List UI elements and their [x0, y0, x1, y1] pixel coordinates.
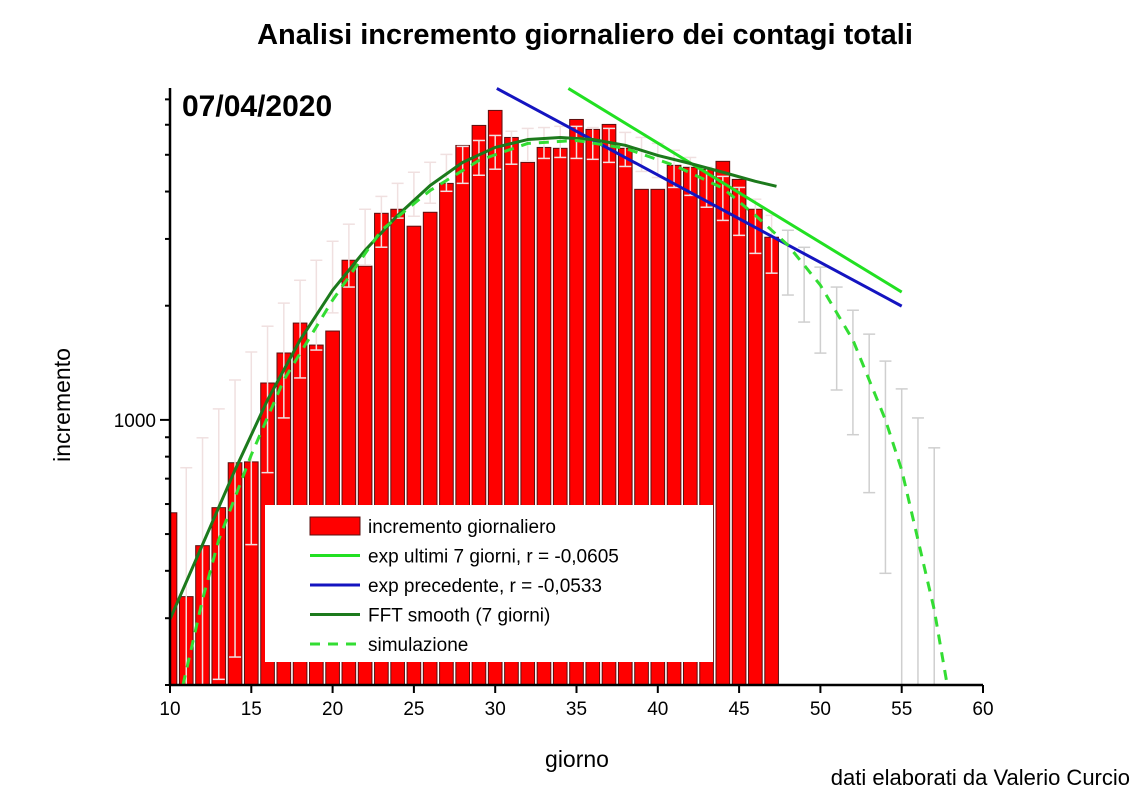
error-bar	[180, 466, 193, 685]
x-tick-label: 35	[566, 699, 587, 720]
error-bar	[814, 266, 827, 354]
axes: 10 15 20 25 30 35 40 45 50 55 60 1000	[114, 88, 994, 720]
x-tick-label: 45	[729, 699, 750, 720]
error-bar	[798, 246, 811, 323]
series-lines	[170, 87, 949, 685]
error-bar	[456, 145, 469, 185]
chart-title: Analisi incremento giornaliero dei conta…	[257, 19, 913, 51]
y-axis-label: incremento	[49, 348, 75, 462]
x-tick-label: 50	[810, 699, 831, 720]
x-tick-label: 20	[322, 699, 343, 720]
date-label: 07/04/2020	[182, 90, 332, 123]
bar	[731, 178, 747, 685]
error-bar	[229, 379, 242, 658]
x-tick-label: 30	[485, 699, 506, 720]
error-bar	[733, 186, 746, 237]
error-bar	[196, 437, 209, 685]
error-bar	[781, 229, 794, 296]
legend-label: simulazione	[368, 635, 468, 656]
error-bars	[781, 229, 941, 685]
series-line	[496, 87, 903, 308]
error-bar	[879, 360, 892, 575]
series-line	[567, 87, 903, 294]
x-tick-label: 15	[241, 699, 262, 720]
error-bar	[489, 134, 502, 170]
error-bar	[603, 127, 616, 164]
x-tick-label: 25	[403, 699, 424, 720]
x-axis-label: giorno	[545, 746, 609, 772]
x-tick-label: 55	[891, 699, 912, 720]
legend-label: exp precedente, r = -0,0533	[368, 576, 602, 597]
x-tick-label: 60	[972, 699, 993, 720]
series-line	[170, 135, 777, 620]
error-bar	[407, 171, 420, 217]
bar	[748, 208, 763, 685]
error-bar	[472, 139, 485, 176]
x-tick-label: 10	[159, 699, 180, 720]
error-bar	[310, 259, 323, 351]
error-bar	[619, 131, 632, 168]
credit-text: dati elaborati da Valerio Curcio	[831, 765, 1130, 790]
error-bar	[846, 309, 859, 436]
y-tick-label: 1000	[114, 411, 156, 432]
legend-label: FFT smooth (7 giorni)	[368, 606, 550, 627]
legend-label: incremento giornaliero	[368, 517, 556, 538]
error-bar	[342, 223, 355, 288]
legend-swatch-bar	[309, 516, 361, 536]
error-bar	[375, 195, 388, 248]
bar	[715, 160, 731, 685]
error-bar	[245, 351, 258, 546]
error-bar	[928, 447, 941, 685]
error-bar	[911, 417, 924, 685]
error-bar	[863, 333, 876, 494]
series-line	[181, 138, 949, 685]
legend: incremento giornaliero exp ultimi 7 giorn…	[265, 505, 713, 662]
error-bar	[895, 388, 908, 685]
legend-label: exp ultimi 7 giorni, r = -0,0605	[368, 547, 619, 568]
error-bar	[277, 302, 290, 419]
bar	[764, 236, 779, 685]
error-bar	[830, 286, 843, 391]
error-bar	[294, 279, 307, 379]
x-tick-label: 40	[647, 699, 668, 720]
error-bar	[424, 161, 437, 204]
